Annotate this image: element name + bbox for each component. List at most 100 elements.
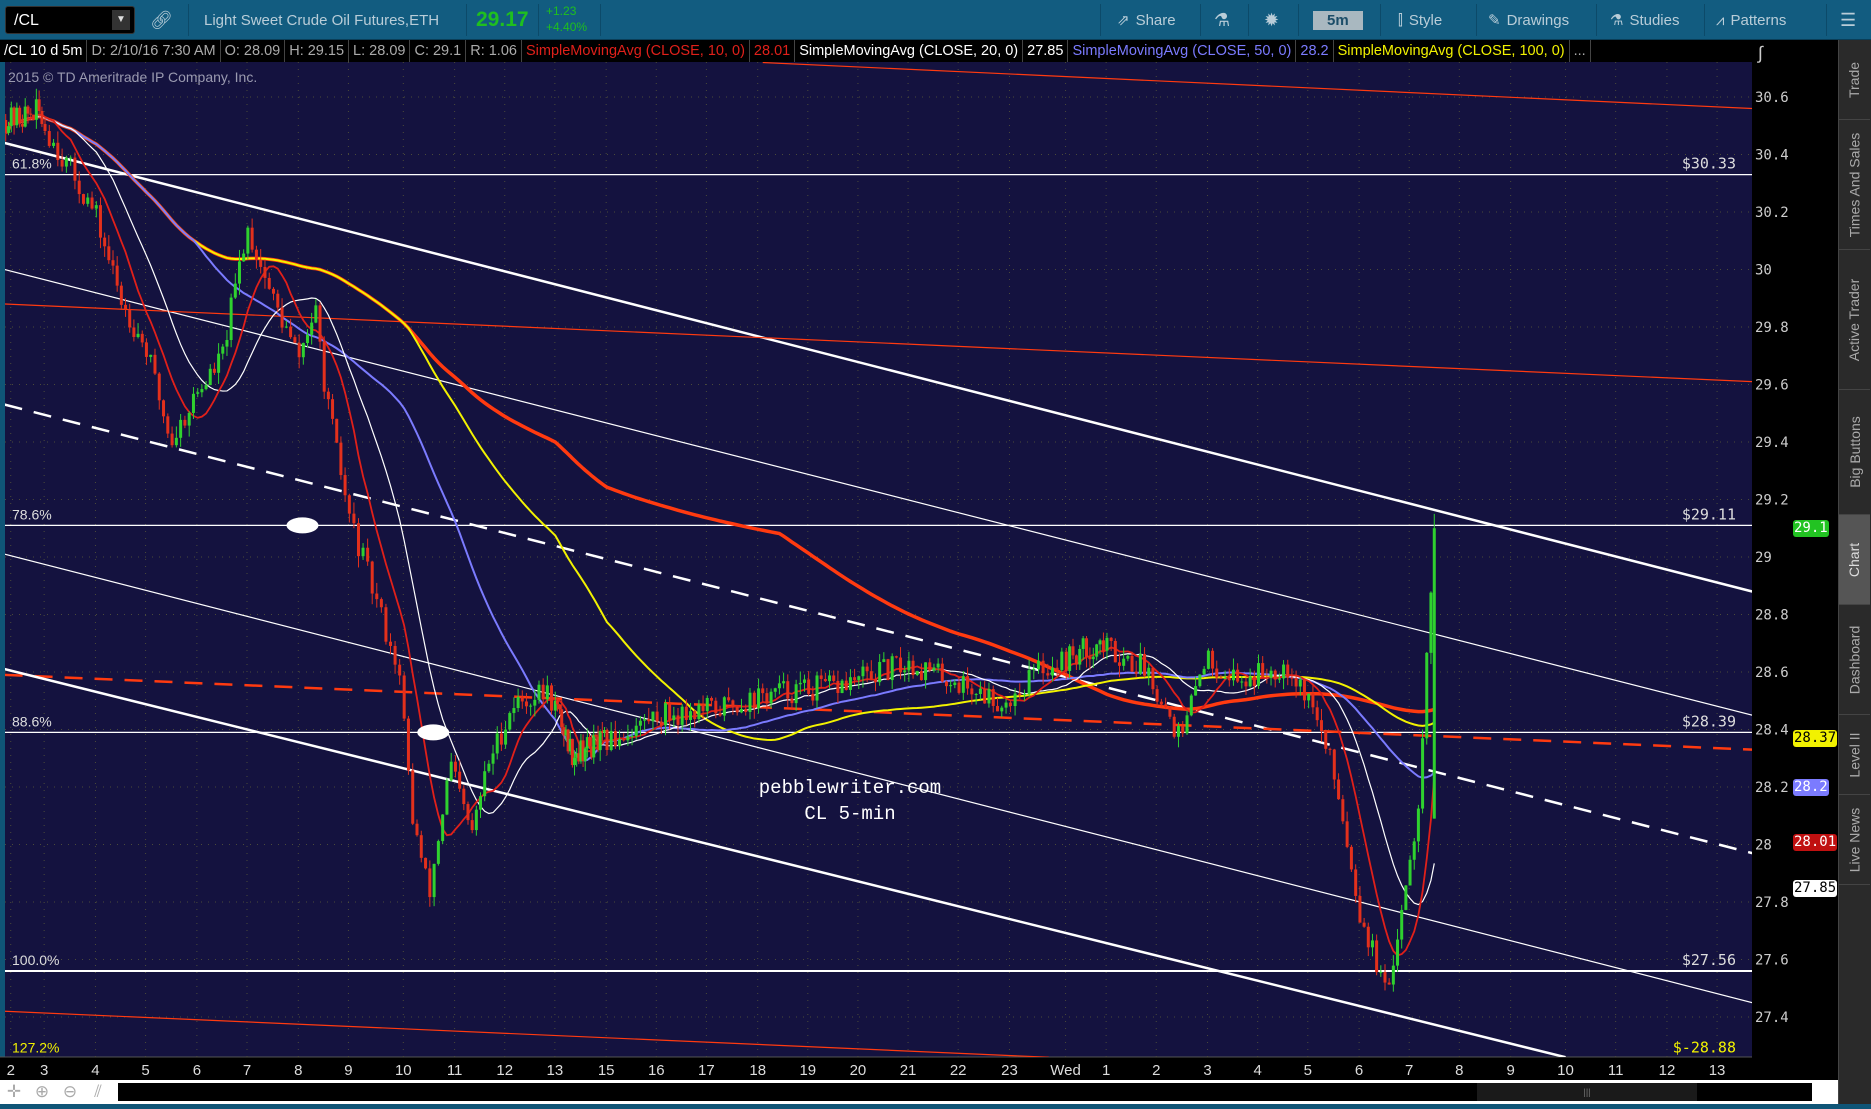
symbol-selector[interactable]: /CL ▼ (5, 6, 135, 34)
time-tick-label: Wed (1050, 1062, 1081, 1079)
candle-body (331, 399, 335, 419)
crosshair-icon[interactable]: ✛ (6, 1082, 22, 1101)
candle-body (347, 495, 351, 514)
drawing-tool-icon[interactable]: ⫽ (94, 1082, 102, 1101)
zoom-in-icon[interactable]: ⊕ (34, 1082, 50, 1101)
candle-body (676, 715, 680, 725)
more-studies[interactable]: ... (1570, 40, 1591, 62)
candle-body (263, 266, 267, 278)
candle-body (983, 688, 987, 704)
time-tick-label: 1 (1102, 1062, 1110, 1079)
price-change: +1.23 +4.40% (546, 3, 587, 35)
candle-body (73, 157, 77, 181)
candle-body (773, 688, 777, 692)
sidebar-tab-chart[interactable]: Chart (1839, 515, 1870, 605)
price-badge: 28.2 (1793, 779, 1829, 796)
bar-date: D: 2/10/16 7:30 AM (87, 40, 221, 62)
sidebar-tab-active-trader[interactable]: Active Trader (1839, 250, 1870, 390)
style-button[interactable]: ⫿ Style (1398, 0, 1442, 40)
candle-body (221, 346, 225, 354)
candle-body (1008, 702, 1012, 707)
candle-body (974, 694, 978, 696)
candle-body (823, 678, 827, 682)
candle-body (1036, 660, 1040, 669)
candle-body (94, 205, 98, 209)
price-chart[interactable]: 30.630.430.23029.829.629.429.22928.828.6… (0, 0, 1838, 1080)
axis-scale-icon[interactable]: ∫ (1758, 43, 1763, 63)
sidebar-tab-level-ii[interactable]: Level II (1839, 715, 1870, 795)
link-icon[interactable]: 🔗︎ (150, 9, 173, 30)
settings-button[interactable]: ✹ (1264, 0, 1279, 40)
candle-body (1302, 679, 1306, 701)
share-button[interactable]: ⇗ Share (1117, 0, 1176, 40)
chart-navigation-bar: ✛ ⊕ ⊖ ⫽ ||| (0, 1080, 1838, 1104)
candle-body (592, 734, 596, 758)
study-sma20-label[interactable]: SimpleMovingAvg (CLOSE, 20, 0) (795, 40, 1024, 62)
candle-body (886, 659, 890, 681)
candle-body (1181, 725, 1185, 734)
candle-body (560, 709, 564, 728)
price-axis[interactable] (1752, 40, 1838, 1080)
sidebar-tab-live-news[interactable]: Live News (1839, 795, 1870, 885)
candle-body (1358, 895, 1362, 923)
watermark-line-2: CL 5-min (804, 803, 895, 825)
sidebar-tab-dashboard[interactable]: Dashboard (1839, 605, 1870, 715)
candle-body (356, 523, 360, 557)
timeframe-button[interactable]: 5m (1313, 0, 1363, 40)
study-sma100-label[interactable]: SimpleMovingAvg (CLOSE, 100, 0) (1334, 40, 1570, 62)
candle-body (60, 160, 64, 167)
patterns-button[interactable]: ⩘ Patterns (1716, 0, 1786, 40)
study-sma10-label[interactable]: SimpleMovingAvg (CLOSE, 10, 0) (522, 40, 750, 62)
time-tick-label: 3 (40, 1062, 48, 1079)
candle-body (1227, 678, 1231, 681)
candle-body (1206, 650, 1210, 669)
candle-body (1421, 738, 1425, 809)
menu-button[interactable]: ☰ (1840, 0, 1856, 40)
sidebar-tab-big-buttons[interactable]: Big Buttons (1839, 390, 1870, 515)
candle-body (284, 326, 288, 328)
time-tick-label: 8 (1455, 1062, 1463, 1079)
candle-body (924, 662, 928, 681)
sidebar-tab-times-and-sales[interactable]: Times And Sales (1839, 120, 1870, 250)
candle-body (34, 99, 38, 120)
candle-body (618, 739, 622, 747)
price-tick-label: 27.8 (1755, 895, 1789, 911)
drawings-button[interactable]: ✎ Drawings (1488, 0, 1569, 40)
time-tick-label: 15 (598, 1062, 615, 1079)
candle-body (289, 326, 293, 338)
studies-button[interactable]: ⚗ Studies (1610, 0, 1680, 40)
candle-body (1172, 716, 1176, 737)
candle-body (229, 297, 233, 341)
time-tick-label: 2 (7, 1062, 15, 1079)
zoom-out-icon[interactable]: ⊖ (62, 1082, 78, 1101)
chart-spec: /CL 10 d 5m (0, 40, 88, 62)
candle-body (848, 677, 852, 690)
price-tick-label: 27.4 (1755, 1010, 1789, 1026)
candle-body (1290, 677, 1294, 679)
candle-body (1050, 667, 1054, 676)
candle-body (651, 711, 655, 722)
candle-body (566, 729, 570, 752)
candle-body (894, 656, 898, 658)
chevron-down-icon[interactable]: ▼ (112, 10, 130, 30)
time-tick-label: 6 (1355, 1062, 1363, 1079)
candle-body (217, 353, 221, 373)
sidebar-tab-trade[interactable]: Trade (1839, 40, 1870, 120)
candle-body (562, 727, 566, 736)
candle-body (663, 703, 667, 726)
scrollbar-thumb[interactable]: ||| (1477, 1083, 1697, 1101)
candle-body (1244, 681, 1248, 687)
candle-body (1387, 982, 1391, 985)
candle-body (254, 249, 258, 261)
flask-button[interactable]: ⚗ (1214, 0, 1230, 40)
candle-body (166, 416, 170, 434)
candle-body (819, 675, 823, 679)
candle-body (1223, 678, 1227, 680)
candle-body (1391, 965, 1395, 985)
study-sma50-label[interactable]: SimpleMovingAvg (CLOSE, 50, 0) (1068, 40, 1297, 62)
candle-body (1046, 673, 1050, 676)
horizontal-scrollbar[interactable]: ||| (118, 1083, 1812, 1101)
candle-body (1071, 646, 1075, 656)
candle-body (575, 753, 579, 758)
patterns-icon: ⩘ (1716, 11, 1725, 29)
